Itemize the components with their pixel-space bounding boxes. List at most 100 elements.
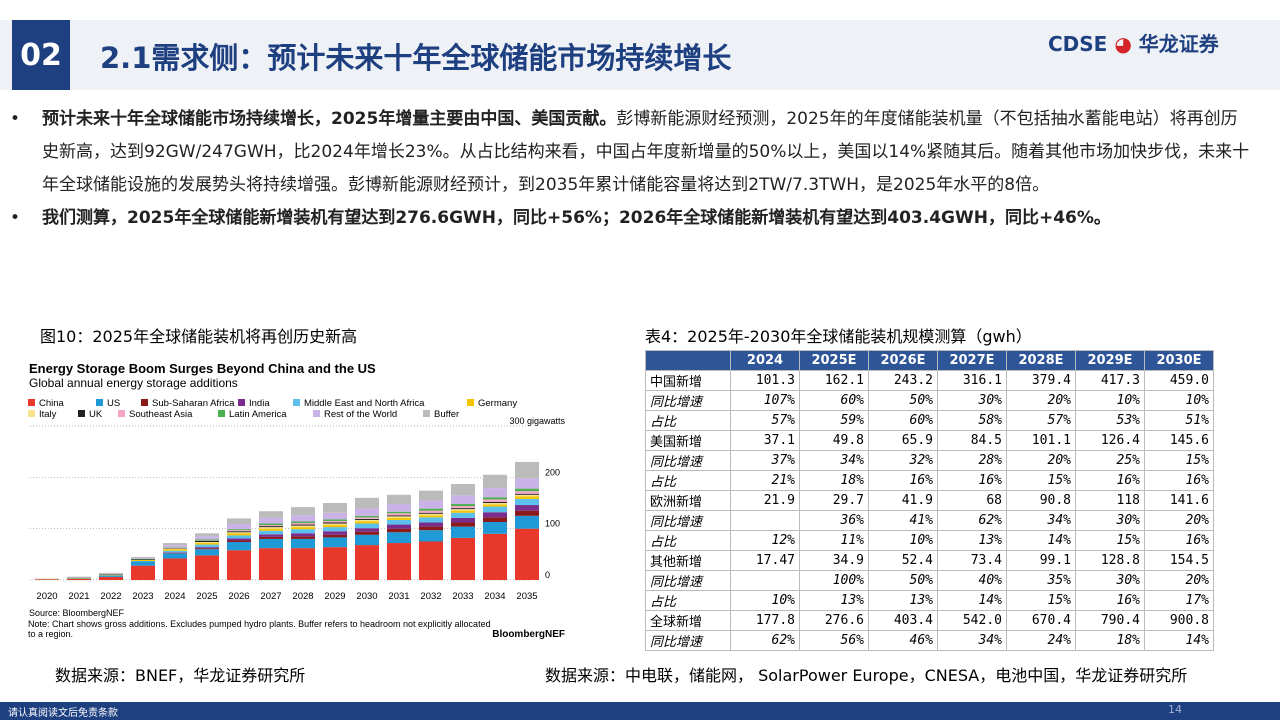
bar-segment — [451, 508, 475, 510]
table-cell: 177.8 — [730, 610, 800, 631]
bar-segment — [131, 565, 155, 580]
legend-label: Middle East and North Africa — [304, 398, 425, 409]
bar-segment — [67, 578, 91, 579]
bar-segment — [355, 528, 379, 532]
table-row: 同比增速 37% 34% 32% 28% 20% 25% 15% — [645, 450, 1214, 471]
bar-segment — [451, 526, 475, 538]
table-cell: 41.9 — [868, 490, 938, 511]
table-cell: 73.4 — [937, 550, 1007, 571]
bar-segment — [291, 548, 315, 580]
bar-segment — [163, 548, 187, 550]
table-cell: 13% — [799, 590, 869, 611]
logo-mark: ◕ — [1114, 32, 1132, 56]
table-cell: 107% — [730, 390, 800, 411]
bar-segment — [195, 542, 219, 544]
bar-segment — [195, 540, 219, 541]
bar-segment — [163, 553, 187, 559]
bar-segment — [259, 536, 283, 539]
bar-segment — [259, 525, 283, 527]
bar-segment — [355, 545, 379, 580]
bar-segment — [483, 501, 507, 503]
bar-segment — [163, 545, 187, 548]
legend-swatch — [141, 399, 148, 406]
table-cell: 同比增速 — [645, 450, 731, 471]
bar-segment — [387, 528, 411, 533]
legend-label: Germany — [478, 398, 517, 409]
bar-segment — [291, 525, 315, 528]
x-tick-label: 2020 — [36, 591, 57, 602]
legend-swatch — [28, 399, 35, 406]
bar-segment — [227, 550, 251, 580]
bar-segment — [323, 537, 347, 548]
slide-title: 2.1需求侧：预计未来十年全球储能市场持续增长 — [100, 41, 732, 75]
bar-segment — [515, 478, 539, 489]
bar-segment — [355, 521, 379, 524]
bar-segment — [99, 575, 123, 577]
table-cell: 58% — [937, 410, 1007, 431]
table-cell: 32% — [868, 450, 938, 471]
header-cell: 2025E — [799, 350, 869, 371]
chart-note: Note: Chart shows gross additions. Exclu… — [28, 619, 491, 639]
bullet: • 预计未来十年全球储能市场持续增长，2025年增量主要由中国、美国贡献。彭博新能… — [10, 109, 1250, 195]
table-cell: 13% — [937, 530, 1007, 551]
x-tick-label: 2033 — [452, 591, 473, 602]
bar-segment — [131, 561, 155, 566]
bar-segment — [387, 543, 411, 580]
bar-segment — [355, 508, 379, 516]
table-cell: 37.1 — [730, 430, 800, 451]
table-cell — [730, 570, 800, 591]
bar-segment — [67, 577, 91, 579]
chart-brand: BloombergNEF — [492, 629, 565, 640]
table-cell: 65.9 — [868, 430, 938, 451]
logo: CDSE ◕ 华龙证券 — [1048, 28, 1219, 57]
bullet: • 我们测算，2025年全球储能新增装机有望达到276.6GWH，同比+56%；2… — [10, 202, 1250, 235]
bar-segment — [483, 499, 507, 502]
bar-segment — [195, 547, 219, 549]
bar-segment — [163, 543, 187, 546]
header-cell — [645, 350, 731, 371]
legend-swatch — [118, 410, 125, 417]
bar-segment — [99, 576, 123, 580]
x-tick-label: 2027 — [260, 591, 281, 602]
bar-segment — [259, 528, 283, 531]
table-cell: 84.5 — [937, 430, 1007, 451]
table-cell: 占比 — [645, 590, 731, 611]
footer-bar — [0, 702, 1280, 720]
table-cell: 18% — [1075, 630, 1145, 651]
legend-label: India — [249, 398, 270, 409]
bar-segment — [131, 558, 155, 560]
x-tick-label: 2029 — [324, 591, 345, 602]
table-cell: 28% — [937, 450, 1007, 471]
bar-segment — [227, 530, 251, 532]
table-cell: 30% — [937, 390, 1007, 411]
bar-segment — [259, 511, 283, 518]
table-cell: 790.4 — [1075, 610, 1145, 631]
bar-segment — [291, 527, 315, 530]
table-cell: 10% — [1144, 390, 1214, 411]
table-cell: 同比增速 — [645, 570, 731, 591]
bar-segment — [483, 517, 507, 522]
bar-segment — [163, 547, 187, 548]
table-cell: 中国新增 — [645, 370, 731, 391]
bullet-bold: 预计未来十年全球储能市场持续增长，2025年增量主要由中国、美国贡献。 — [42, 109, 617, 129]
table-cell: 379.4 — [1006, 370, 1076, 391]
table-cell: 59% — [799, 410, 869, 431]
bar-segment — [419, 510, 443, 513]
bar-segment — [227, 540, 251, 543]
bar-segment — [355, 534, 379, 546]
table-cell: 30% — [1075, 570, 1145, 591]
bar-segment — [227, 538, 251, 541]
bar-segment — [387, 513, 411, 516]
table-cell: 459.0 — [1144, 370, 1214, 391]
table-row: 同比增速 62% 56% 46% 34% 24% 18% 14% — [645, 630, 1214, 651]
table-cell: 141.6 — [1144, 490, 1214, 511]
table-row: 同比增速 100% 50% 40% 35% 30% 20% — [645, 570, 1214, 591]
table-cell: 62% — [937, 510, 1007, 531]
bar-segment — [291, 515, 315, 522]
bar-segment — [451, 517, 475, 523]
table-cell: 25% — [1075, 450, 1145, 471]
bar-segment — [515, 493, 539, 495]
table-cell: 40% — [937, 570, 1007, 591]
table-cell: 17% — [1144, 590, 1214, 611]
table-cell: 29.7 — [799, 490, 869, 511]
